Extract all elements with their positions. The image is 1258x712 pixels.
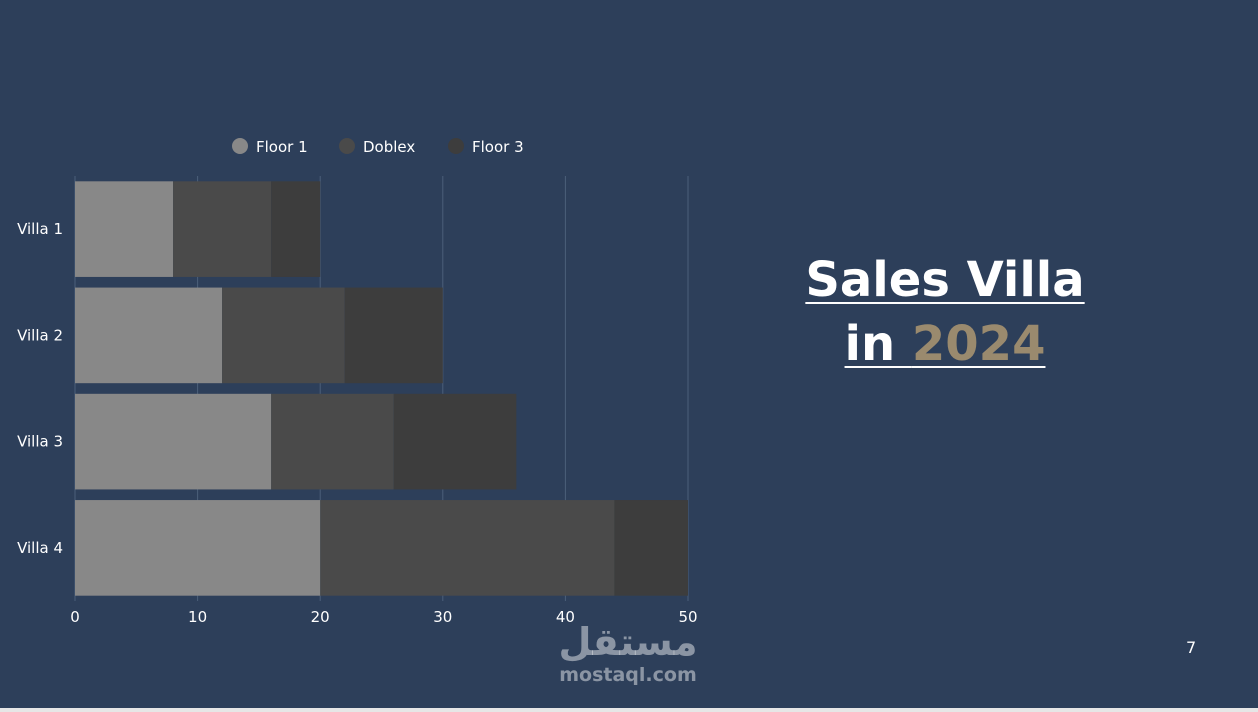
y-tick-label: Villa 4 (17, 539, 63, 557)
title-line-2-prefix: in (844, 316, 912, 372)
bar-floor-3-villa-3 (393, 393, 517, 490)
bar-floor-3-villa-1 (271, 181, 321, 277)
y-tick-label: Villa 2 (17, 326, 63, 344)
y-tick-label: Villa 1 (17, 220, 63, 238)
x-tick-label: 10 (188, 608, 207, 626)
legend-label-doblex: Doblex (363, 138, 415, 156)
bar-doblex-villa-3 (271, 393, 394, 490)
bar-doblex-villa-2 (222, 287, 345, 384)
bottom-strip (0, 708, 1258, 712)
legend-label-floor-3: Floor 3 (472, 138, 524, 156)
x-tick-label: 20 (311, 608, 330, 626)
stacked-bar-chart: Villa 1 Villa 2 Villa 3 Villa 4 0 10 20 30 40 50 F… (17, 138, 698, 626)
watermark: مستقل mostaql.com (548, 620, 708, 686)
slide-title: Sales Villa in 2024 (760, 248, 1130, 376)
y-tick-label: Villa 3 (17, 433, 63, 451)
bar-floor-3-villa-4 (614, 500, 688, 596)
bar-floor-1-villa-4 (75, 500, 321, 596)
watermark-arabic: مستقل (558, 620, 698, 664)
bar-floor-1-villa-1 (75, 181, 174, 277)
bar-floor-1-villa-2 (75, 287, 223, 384)
title-line-1: Sales Villa (805, 252, 1085, 308)
page-number: 7 (1186, 638, 1197, 657)
bar-doblex-villa-1 (173, 181, 272, 277)
bar-floor-3-villa-2 (344, 287, 443, 384)
x-tick-label: 0 (70, 608, 80, 626)
x-tick-label: 50 (678, 608, 697, 626)
x-tick-label: 30 (433, 608, 452, 626)
legend-marker-floor-1 (232, 138, 248, 154)
title-year: 2024 (911, 316, 1046, 372)
legend-marker-doblex (339, 138, 355, 154)
bar-doblex-villa-4 (320, 500, 615, 596)
x-tick-label: 40 (556, 608, 575, 626)
legend-marker-floor-3 (448, 138, 464, 154)
title-line-2: in 2024 (845, 316, 1046, 372)
watermark-latin: mostaql.com (559, 664, 697, 686)
bar-floor-1-villa-3 (75, 393, 272, 490)
legend-label-floor-1: Floor 1 (256, 138, 308, 156)
